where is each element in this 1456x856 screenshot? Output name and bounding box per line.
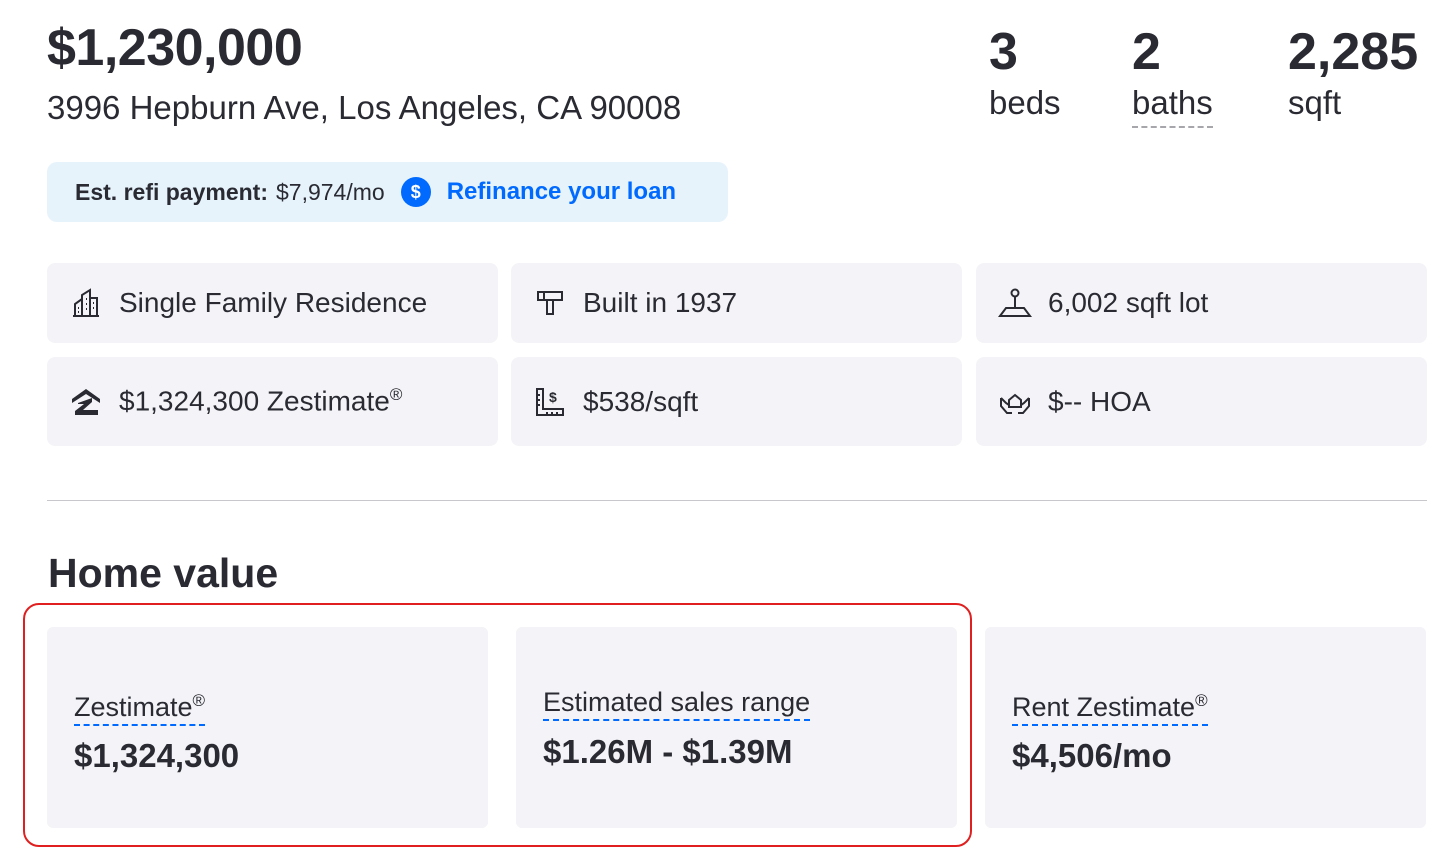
rent-zestimate-value: $4,506/mo <box>1012 737 1172 774</box>
fact-price-per-sqft: $ $538/sqft <box>511 357 962 446</box>
sales-range-value: $1.26M - $1.39M <box>543 733 793 770</box>
refinance-link[interactable]: Refinance your loan <box>446 178 677 205</box>
ruler-dollar-icon: $ <box>533 385 567 419</box>
listing-price: $1,230,000 <box>47 19 303 77</box>
highlight-box <box>23 603 972 847</box>
home-value-heading: Home value <box>48 550 279 596</box>
registered-mark: ® <box>389 385 403 405</box>
svg-text:$: $ <box>549 389 557 405</box>
rent-zestimate-card: Rent Zestimate® $4,506/mo <box>985 627 1426 828</box>
fact-home-type-text: Single Family Residence <box>119 287 428 318</box>
sales-range-card: Estimated sales range $1.26M - $1.39M <box>516 627 957 828</box>
hammer-icon <box>533 286 567 320</box>
refi-value: $7,974/mo <box>276 178 385 205</box>
refi-label: Est. refi payment: <box>75 178 268 205</box>
registered-mark: ® <box>192 691 206 710</box>
lot-icon <box>998 286 1032 320</box>
fact-zestimate-text: $1,324,300 Zestimate® <box>119 385 402 417</box>
fact-price-per-sqft-text: $538/sqft <box>583 385 699 417</box>
zestimate-label-text: Zestimate <box>74 692 193 722</box>
beds-label: beds <box>989 84 1061 122</box>
dollar-icon: $ <box>400 177 431 207</box>
refi-banner: Est. refi payment: $7,974/mo $ Refinance… <box>47 162 728 222</box>
baths-label[interactable]: baths <box>1132 83 1213 128</box>
rent-zestimate-label[interactable]: Rent Zestimate® <box>1012 691 1208 727</box>
listing-address: 3996 Hepburn Ave, Los Angeles, CA 90008 <box>47 89 682 126</box>
fact-zestimate-value: $1,324,300 Zestimate <box>119 385 390 417</box>
building-icon <box>69 286 103 320</box>
hands-house-icon <box>998 385 1032 419</box>
section-divider <box>47 500 1427 501</box>
fact-year-built-text: Built in 1937 <box>583 287 738 318</box>
fact-lot-size-text: 6,002 sqft lot <box>1048 287 1209 318</box>
sqft-stat: 2,285 sqft <box>1288 23 1419 123</box>
sqft-label: sqft <box>1288 84 1342 122</box>
fact-hoa-text: $-- HOA <box>1048 385 1151 417</box>
fact-home-type: Single Family Residence <box>47 263 498 343</box>
zillow-logo-icon <box>69 385 103 419</box>
beds-count: 3 <box>989 23 1018 81</box>
zestimate-value: $1,324,300 <box>74 737 240 774</box>
fact-hoa: $-- HOA <box>976 357 1427 446</box>
fact-lot-size: 6,002 sqft lot <box>976 263 1427 343</box>
beds-stat: 3 beds <box>989 23 1061 123</box>
rent-zestimate-label-text: Rent Zestimate <box>1012 692 1196 722</box>
baths-stat[interactable]: 2 baths <box>1132 23 1213 128</box>
baths-count: 2 <box>1132 23 1161 81</box>
zestimate-card: Zestimate® $1,324,300 <box>47 627 488 828</box>
zestimate-label[interactable]: Zestimate® <box>74 691 206 727</box>
sqft-count: 2,285 <box>1288 23 1419 81</box>
registered-mark: ® <box>1195 691 1208 710</box>
sales-range-label[interactable]: Estimated sales range <box>543 687 811 722</box>
fact-zestimate: $1,324,300 Zestimate® <box>47 357 498 446</box>
fact-year-built: Built in 1937 <box>511 263 962 343</box>
